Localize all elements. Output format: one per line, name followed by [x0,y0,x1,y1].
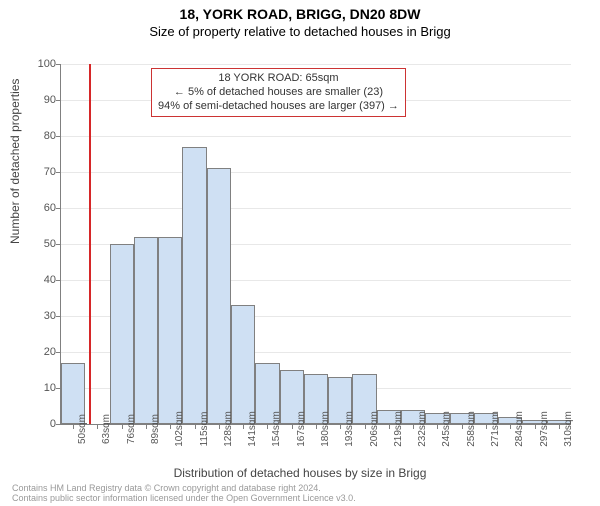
annotation-box: 18 YORK ROAD: 65sqm← 5% of detached hous… [151,68,406,117]
xtick-mark [146,424,147,429]
grid-line [61,208,571,209]
ytick-label: 70 [16,166,56,178]
xtick-mark [170,424,171,429]
footer-attribution: Contains HM Land Registry data © Crown c… [12,484,356,504]
xtick-mark [122,424,123,429]
xtick-mark [219,424,220,429]
xtick-mark [340,424,341,429]
xtick-label: 284sqm [514,411,525,447]
xtick-mark [365,424,366,429]
ytick-mark [56,316,61,317]
xtick-mark [413,424,414,429]
ytick-label: 50 [16,238,56,250]
xtick-label: 310sqm [563,411,574,447]
grid-line [61,64,571,65]
xtick-mark [389,424,390,429]
xtick-mark [292,424,293,429]
histogram-bar [182,147,206,424]
grid-line [61,172,571,173]
ytick-mark [56,136,61,137]
xtick-mark [535,424,536,429]
xtick-label: 297sqm [539,411,550,447]
ytick-mark [56,244,61,245]
ytick-label: 80 [16,130,56,142]
ytick-mark [56,424,61,425]
annotation-line-2: ← 5% of detached houses are smaller (23) [158,86,399,100]
histogram-bar [207,168,231,424]
xtick-mark [267,424,268,429]
footer-line-2: Contains public sector information licen… [12,494,356,504]
ytick-label: 30 [16,310,56,322]
histogram-bar [231,305,255,424]
plot-box: 010203040506070809010050sqm63sqm76sqm89s… [60,64,571,425]
xtick-mark [195,424,196,429]
xtick-mark [437,424,438,429]
ytick-label: 90 [16,94,56,106]
ytick-mark [56,64,61,65]
ytick-mark [56,100,61,101]
ytick-label: 20 [16,346,56,358]
ytick-label: 100 [16,58,56,70]
ytick-mark [56,352,61,353]
ytick-label: 60 [16,202,56,214]
xtick-mark [316,424,317,429]
xtick-label: 50sqm [77,414,88,444]
page-title: 18, YORK ROAD, BRIGG, DN20 8DW [0,6,600,22]
x-axis-label: Distribution of detached houses by size … [0,466,600,480]
xtick-mark [243,424,244,429]
xtick-mark [462,424,463,429]
xtick-mark [510,424,511,429]
xtick-mark [486,424,487,429]
histogram-bar [158,237,182,424]
histogram-bar [134,237,158,424]
ytick-mark [56,172,61,173]
marker-line [89,64,91,424]
ytick-mark [56,280,61,281]
ytick-label: 0 [16,418,56,430]
ytick-label: 40 [16,274,56,286]
xtick-mark [73,424,74,429]
ytick-label: 10 [16,382,56,394]
annotation-line-1: 18 YORK ROAD: 65sqm [158,72,399,86]
chart-area: 010203040506070809010050sqm63sqm76sqm89s… [60,64,570,424]
xtick-mark [559,424,560,429]
grid-line [61,136,571,137]
xtick-mark [97,424,98,429]
annotation-line-3: 94% of semi-detached houses are larger (… [158,100,399,114]
ytick-mark [56,208,61,209]
histogram-bar [110,244,134,424]
page-subtitle: Size of property relative to detached ho… [0,24,600,39]
